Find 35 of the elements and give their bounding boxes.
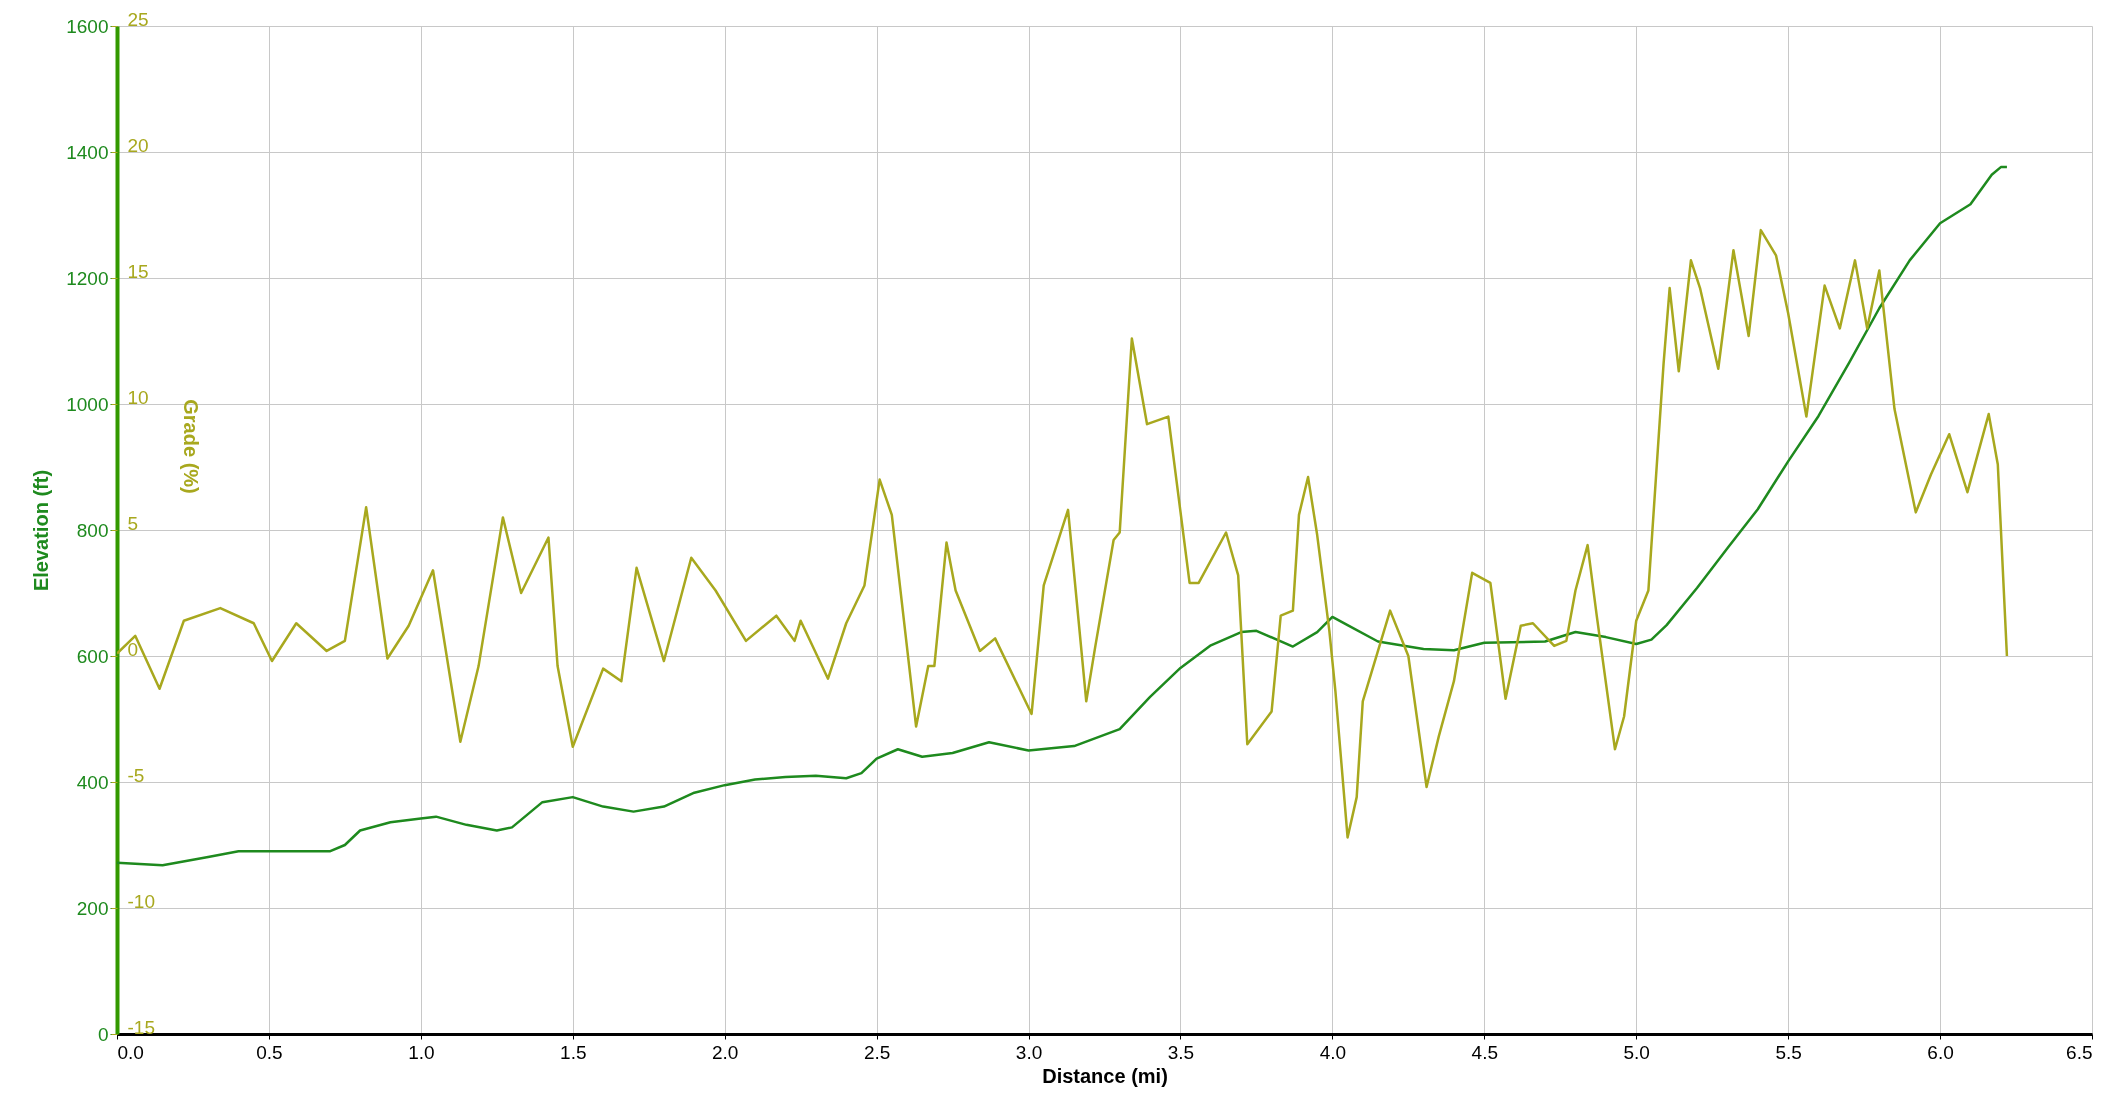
y2-tick-label: 10: [127, 386, 149, 408]
x-tick-label: 5.0: [1623, 1041, 1650, 1063]
x-tick-label: 1.5: [560, 1041, 587, 1063]
x-tick-label: 6.0: [1927, 1041, 1954, 1063]
x-tick-label: 2.0: [711, 1041, 739, 1063]
y-tick-label: 600: [76, 645, 109, 667]
y-tick-label: 1600: [66, 15, 109, 37]
x-tick-label: 1.0: [408, 1041, 435, 1063]
y-tick-label: 1400: [66, 141, 109, 163]
y2-tick-label: 25: [127, 8, 149, 30]
y2-tick-label: -10: [127, 890, 155, 912]
y2-tick-label: 0: [127, 638, 139, 660]
x-tick-label: 0.0: [117, 1041, 144, 1063]
y-tick-label: 1200: [66, 267, 109, 289]
y-tick-label: 400: [76, 771, 109, 793]
x-tick-label: 6.5: [2066, 1041, 2093, 1063]
y2-tick-label: -15: [127, 1016, 155, 1038]
y-tick-label: 0: [97, 1023, 109, 1045]
y-tick-label: 200: [76, 897, 109, 919]
y2-tick-label: 5: [127, 512, 139, 534]
y2-axis-title: Grade (%): [179, 399, 202, 494]
y-tick-label: 1000: [66, 393, 109, 415]
y2-tick-label: 15: [127, 260, 149, 282]
x-tick-label: 4.0: [1319, 1041, 1347, 1063]
x-tick-label: 3.5: [1167, 1041, 1195, 1063]
x-tick-label: 2.5: [863, 1041, 891, 1063]
x-tick-label: 0.5: [256, 1041, 283, 1063]
y2-tick-label: 20: [127, 134, 149, 156]
x-tick-label: 3.0: [1015, 1041, 1043, 1063]
y-axis-title: Elevation (ft): [30, 469, 53, 592]
x-tick-label: 4.5: [1471, 1041, 1499, 1063]
y-tick-label: 800: [76, 519, 109, 541]
x-axis-title: Distance (mi): [1042, 1064, 1168, 1087]
y2-tick-label: -5: [127, 764, 145, 786]
x-tick-label: 5.5: [1775, 1041, 1802, 1063]
